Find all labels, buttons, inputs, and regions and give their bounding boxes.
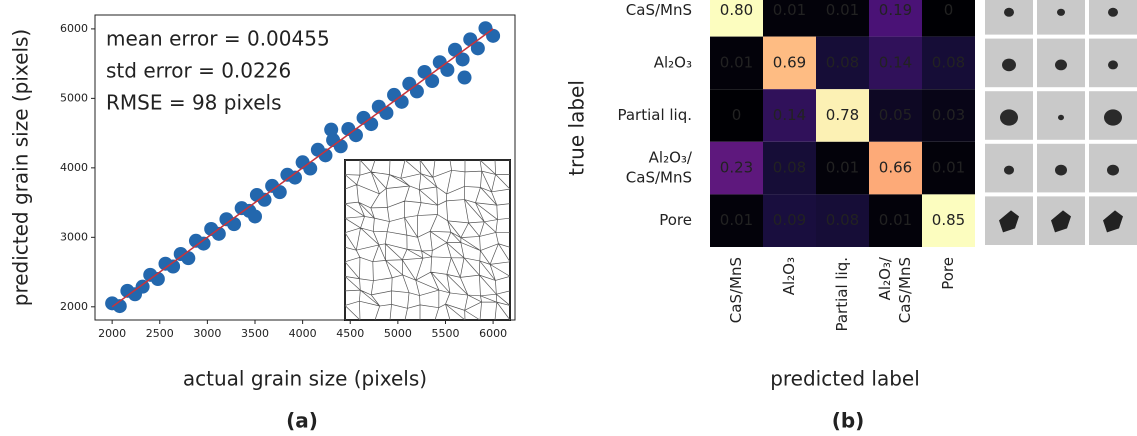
particle bbox=[1058, 115, 1064, 120]
particle bbox=[1055, 165, 1067, 176]
particle bbox=[1055, 60, 1067, 71]
cell-label: 0.01 bbox=[773, 1, 806, 19]
cell-label: 0 bbox=[732, 106, 742, 124]
figure: 2000 2500 3000 3500 4000 4500 5000 5500 6000 2000… bbox=[0, 0, 1137, 436]
x-tick-label: 6000 bbox=[479, 327, 507, 340]
panel-caption: (b) bbox=[832, 409, 865, 433]
column-label: Al₂O₃/ bbox=[876, 256, 894, 300]
scatter-point bbox=[334, 139, 348, 153]
y-tick-label: 3000 bbox=[60, 230, 88, 243]
y-tick-label: 4000 bbox=[60, 161, 88, 174]
thumbnail bbox=[1037, 0, 1085, 35]
cell-label: 0.23 bbox=[720, 159, 753, 177]
row-label: Al₂O₃/ bbox=[649, 149, 693, 167]
annotation: std error = 0.0226 bbox=[106, 59, 291, 83]
panel-caption: (a) bbox=[286, 409, 318, 433]
cell-label: 0.19 bbox=[879, 1, 912, 19]
column-label: Pore bbox=[939, 257, 957, 290]
x-tick-label: 3000 bbox=[193, 327, 221, 340]
scatter-point bbox=[364, 117, 378, 131]
scatter-point bbox=[324, 123, 338, 137]
inset bbox=[345, 160, 510, 320]
scatter-point bbox=[486, 29, 500, 43]
cell-label: 0.78 bbox=[826, 106, 859, 124]
cell-label: 0.08 bbox=[773, 159, 806, 177]
particle bbox=[1004, 8, 1014, 17]
y-tick-label: 6000 bbox=[60, 22, 88, 35]
cell-label: 0.14 bbox=[773, 106, 806, 124]
cell-label: 0.08 bbox=[826, 53, 859, 71]
column-label: Partial liq. bbox=[833, 257, 851, 332]
scatter-point bbox=[395, 95, 409, 109]
particle bbox=[1000, 109, 1018, 125]
scatter-point bbox=[458, 71, 472, 85]
scatter-point bbox=[181, 251, 195, 265]
row-label: Partial liq. bbox=[617, 106, 692, 124]
cell-label: 0.03 bbox=[932, 106, 965, 124]
cell-label: 0 bbox=[944, 1, 954, 19]
cell-label: 0.80 bbox=[720, 1, 753, 19]
column-label: Al₂O₃ bbox=[780, 257, 798, 295]
x-axis-label: actual grain size (pixels) bbox=[183, 367, 427, 391]
particle bbox=[1104, 109, 1122, 125]
cell-label: 0.01 bbox=[826, 1, 859, 19]
cell-label: 0.09 bbox=[773, 211, 806, 229]
particle bbox=[1057, 9, 1065, 16]
cell-label: 0.08 bbox=[826, 211, 859, 229]
annotation: mean error = 0.00455 bbox=[106, 27, 330, 51]
cell-label: 0.69 bbox=[773, 53, 806, 71]
x-tick-label: 3500 bbox=[241, 327, 269, 340]
x-tick-label: 2000 bbox=[98, 327, 126, 340]
x-tick-label: 4500 bbox=[336, 327, 364, 340]
particle bbox=[1108, 8, 1118, 17]
annotation: RMSE = 98 pixels bbox=[106, 91, 282, 115]
scatter-point bbox=[379, 106, 393, 120]
cell-label: 0.85 bbox=[932, 211, 965, 229]
cell-label: 0.01 bbox=[879, 211, 912, 229]
cell-label: 0.01 bbox=[720, 211, 753, 229]
cell-label: 0.05 bbox=[879, 106, 912, 124]
cell-label: 0.01 bbox=[720, 53, 753, 71]
y-axis-label: predicted grain size (pixels) bbox=[9, 29, 33, 307]
column-label: CaS/MnS bbox=[896, 257, 914, 323]
thumbnail bbox=[1089, 0, 1137, 35]
column-label: CaS/MnS bbox=[727, 257, 745, 323]
y-tick-label: 5000 bbox=[60, 91, 88, 104]
thumbnail bbox=[985, 0, 1033, 35]
y-axis-label: true label bbox=[565, 80, 589, 176]
row-label: Pore bbox=[659, 211, 692, 229]
particle bbox=[1108, 60, 1118, 69]
cell-label: 0.14 bbox=[879, 53, 912, 71]
cell-label: 0.01 bbox=[932, 159, 965, 177]
scatter-point bbox=[349, 128, 363, 142]
x-tick-label: 2500 bbox=[146, 327, 174, 340]
x-tick-label: 4000 bbox=[289, 327, 317, 340]
particle bbox=[1002, 59, 1016, 72]
row-label: Al₂O₃ bbox=[654, 53, 692, 71]
row-label: CaS/MnS bbox=[626, 1, 692, 19]
y-tick-label: 2000 bbox=[60, 300, 88, 313]
scatter-point bbox=[248, 209, 262, 223]
scatter-point bbox=[410, 84, 424, 98]
cell-label: 0.08 bbox=[932, 53, 965, 71]
x-tick-label: 5500 bbox=[431, 327, 459, 340]
cell-label: 0.01 bbox=[826, 159, 859, 177]
x-tick-label: 5000 bbox=[384, 327, 412, 340]
cell-label: 0.66 bbox=[879, 159, 912, 177]
row-label: CaS/MnS bbox=[626, 169, 692, 187]
particle bbox=[1107, 165, 1119, 176]
scatter-point bbox=[303, 162, 317, 176]
x-axis-label: predicted label bbox=[770, 367, 920, 391]
scatter-point bbox=[227, 217, 241, 231]
particle bbox=[1004, 166, 1014, 175]
